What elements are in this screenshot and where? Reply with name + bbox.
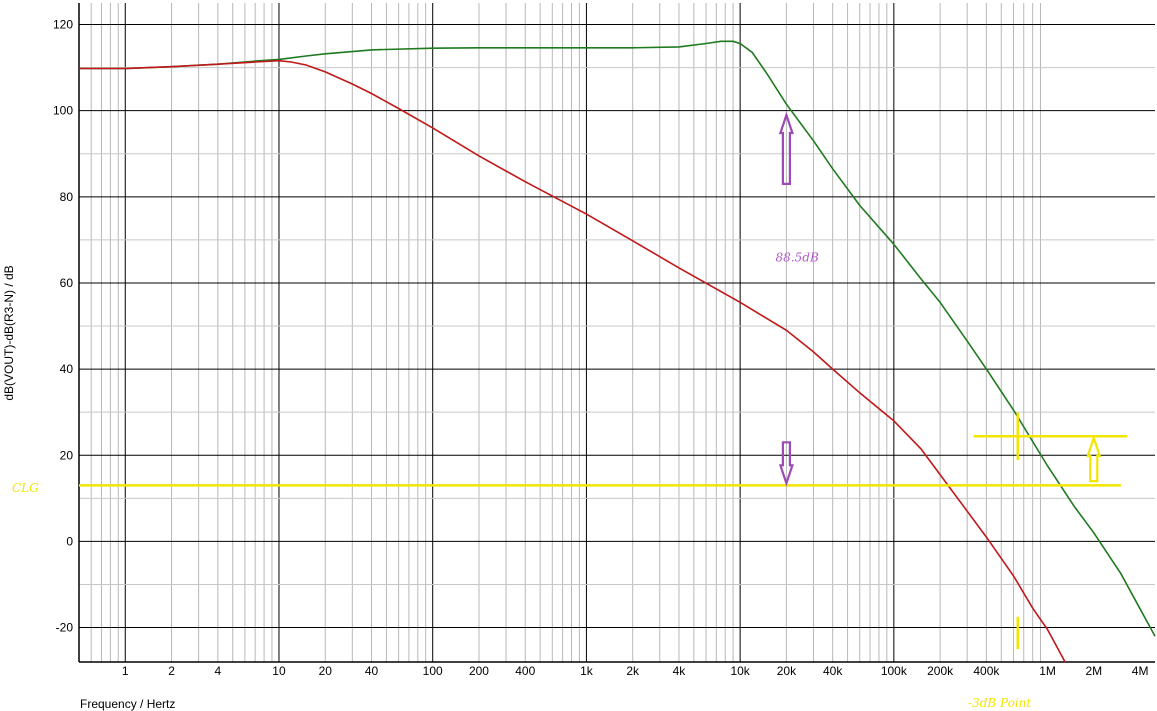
x-tick-label: 10 — [272, 664, 286, 678]
x-tick-label: 200k — [927, 664, 954, 678]
x-tick-label: 2 — [168, 664, 175, 678]
x-tick-label: 1k — [580, 664, 594, 678]
x-tick-label: 40k — [823, 664, 843, 678]
x-tick-label: 4k — [673, 664, 687, 678]
x-tick-label: 200 — [469, 664, 489, 678]
y-tick-label: 120 — [53, 18, 73, 32]
grid — [78, 3, 1155, 663]
y-tick-label: 100 — [53, 104, 73, 118]
x-tick-label: 4 — [214, 664, 221, 678]
x-tick-label: 100 — [423, 664, 443, 678]
series-layer — [79, 40, 1156, 663]
open-loop-gain-line — [79, 40, 1156, 637]
x-tick-label: 2k — [626, 664, 640, 678]
clg-label: CLG — [12, 481, 39, 495]
y-tick-label: 0 — [66, 534, 73, 548]
annotations — [79, 111, 1128, 650]
x-tick-label: 400 — [515, 664, 535, 678]
y-tick-label: 80 — [60, 190, 74, 204]
x-tick-label: 400k — [973, 664, 1000, 678]
x-tick-label: 2M — [1085, 664, 1102, 678]
bandwidth-up-arrow — [1086, 434, 1102, 483]
x-tick-label: 4M — [1132, 664, 1149, 678]
x-tick-label: 100k — [881, 664, 908, 678]
y-tick-label: 40 — [60, 362, 74, 376]
x-tick-label: 1M — [1039, 664, 1056, 678]
x-tick-label: 20 — [319, 664, 333, 678]
y-axis-label: dB(VOUT)-dB(R3-N) / dB — [2, 265, 16, 400]
loop-gain-line — [79, 59, 1066, 663]
x-tick-label: 10k — [730, 664, 750, 678]
y-tick-label: 60 — [60, 276, 74, 290]
x-tick-label: 1 — [122, 664, 129, 678]
tick-labels: 1 2 4 10 20 40 100 200 400 1k 2k 4k 10k 20k 40k 100k 200… — [53, 18, 1148, 678]
y-tick-label: -20 — [56, 621, 74, 635]
gain-label: 88.5dB — [776, 250, 819, 264]
y-tick-label: 20 — [60, 448, 74, 462]
x-tick-label: 20k — [777, 664, 797, 678]
gain-up-arrow — [778, 111, 794, 185]
x-tick-label: 40 — [365, 664, 379, 678]
gain-down-arrow — [778, 441, 794, 487]
minus3db-label: -3dB Point — [968, 696, 1031, 710]
x-axis-label: Frequency / Hertz — [80, 697, 175, 711]
